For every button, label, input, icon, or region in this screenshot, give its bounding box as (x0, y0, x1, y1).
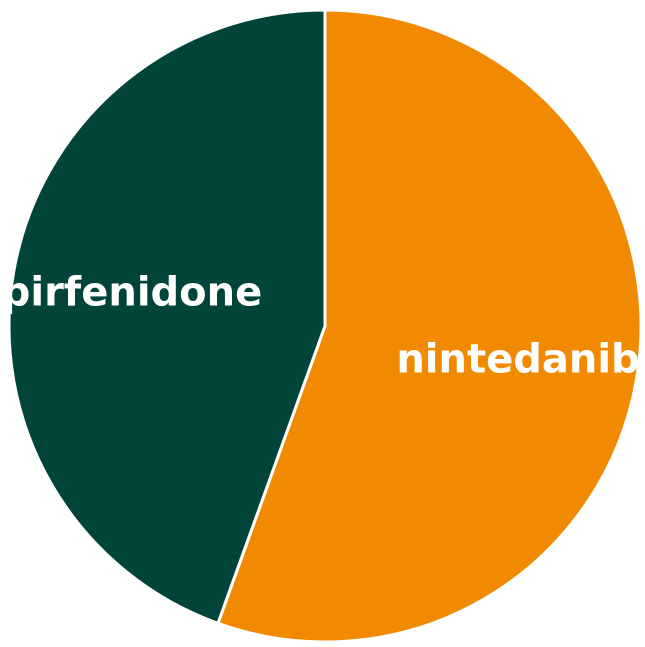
pie-labels: nintedanib pirfenidone (2, 269, 640, 382)
pie-slice-pirfenidone (7, 8, 327, 625)
pie-slices (7, 8, 643, 644)
pie-label-nintedanib: nintedanib (396, 337, 639, 383)
pie-label-pirfenidone: pirfenidone (2, 269, 263, 315)
pie-slice-nintedanib (216, 8, 643, 644)
